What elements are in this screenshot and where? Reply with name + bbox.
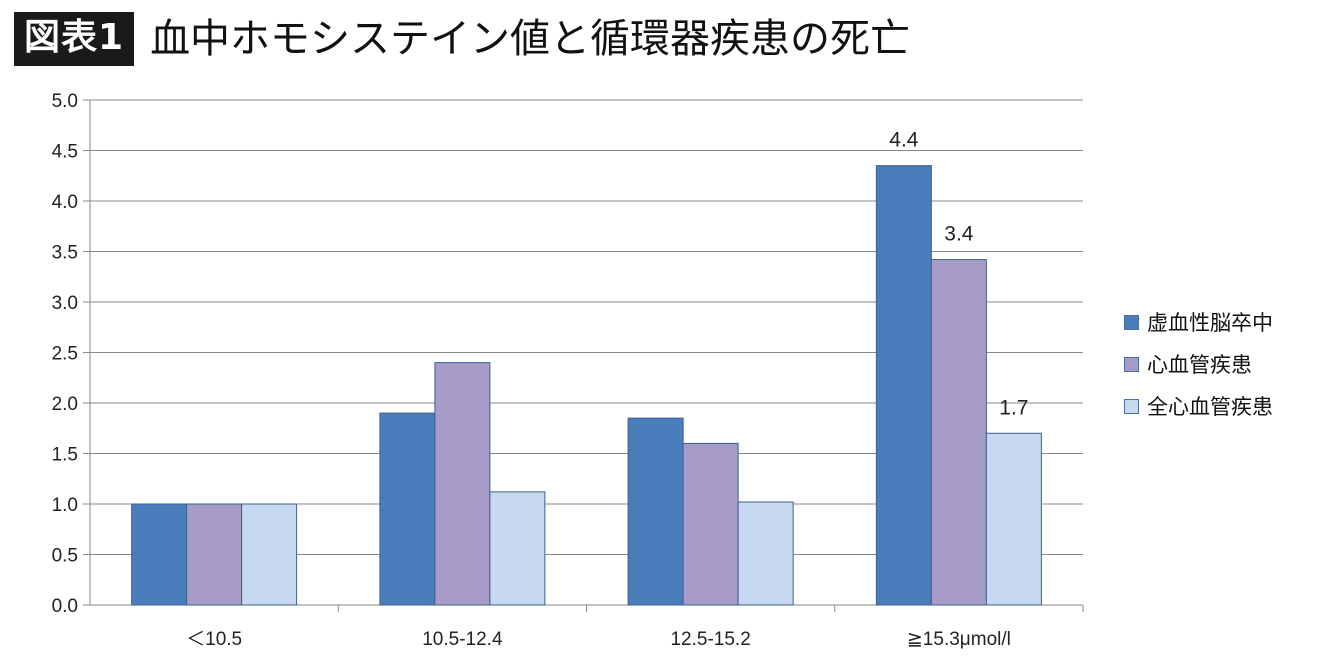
data-label: 1.7 [999,396,1028,419]
bar-series-3-category-3 [737,501,794,606]
chart-legend: 虚血性脳卒中 心血管疾患 全心血管疾患 [1124,306,1273,432]
y-tick-label: 0.0 [52,596,78,617]
bar-series-2-category-4 [930,259,987,606]
legend-label-series-3: 全心血管疾患 [1147,395,1273,419]
y-tick-label: 5.0 [52,91,78,112]
legend-item-series-1: 虚血性脳卒中 [1124,306,1273,338]
legend-swatch-series-2 [1124,356,1139,372]
x-tick-label: ＜10.5 [186,629,242,650]
figure-title: 血中ホモシステイン値と循環器疾患の死亡 [150,16,911,62]
bar-series-2-category-1 [186,503,243,606]
legend-item-series-3: 全心血管疾患 [1124,390,1273,422]
y-tick-label: 4.5 [52,142,78,163]
x-tick-label: 10.5-12.4 [422,629,503,650]
figure-header: 図表1 血中ホモシステイン値と循環器疾患の死亡 [14,10,910,68]
x-tick-label: 12.5-15.2 [670,629,750,650]
bar-series-1-category-3 [627,417,684,606]
legend-item-series-2: 心血管疾患 [1124,348,1273,380]
data-label: 3.4 [944,223,974,246]
y-tick-label: 2.5 [52,344,78,365]
y-tick-label: 1.5 [52,445,78,466]
legend-swatch-series-1 [1124,314,1139,330]
bar-series-1-category-2 [379,412,436,606]
data-label: 4.4 [889,129,919,152]
y-tick-label: 3.5 [52,243,78,264]
bar-series-2-category-2 [434,362,491,606]
bar-series-1-category-1 [131,503,188,606]
y-tick-label: 0.5 [52,546,78,567]
legend-label-series-1: 虚血性脳卒中 [1147,311,1273,335]
bar-series-3-category-1 [241,503,298,606]
legend-label-series-2: 心血管疾患 [1147,353,1252,377]
y-tick-label: 2.0 [52,394,78,415]
y-tick-label: 3.0 [52,293,78,314]
bar-series-1-category-4 [875,165,932,606]
legend-swatch-series-3 [1124,398,1139,414]
bar-series-3-category-2 [489,491,546,606]
figure-badge: 図表1 [14,12,135,66]
bar-series-2-category-3 [682,442,739,606]
bar-series-3-category-4 [985,432,1042,606]
y-tick-label: 4.0 [52,192,78,213]
x-tick-label: ≧15.3μmol/l [907,629,1011,650]
y-tick-label: 1.0 [52,495,78,516]
